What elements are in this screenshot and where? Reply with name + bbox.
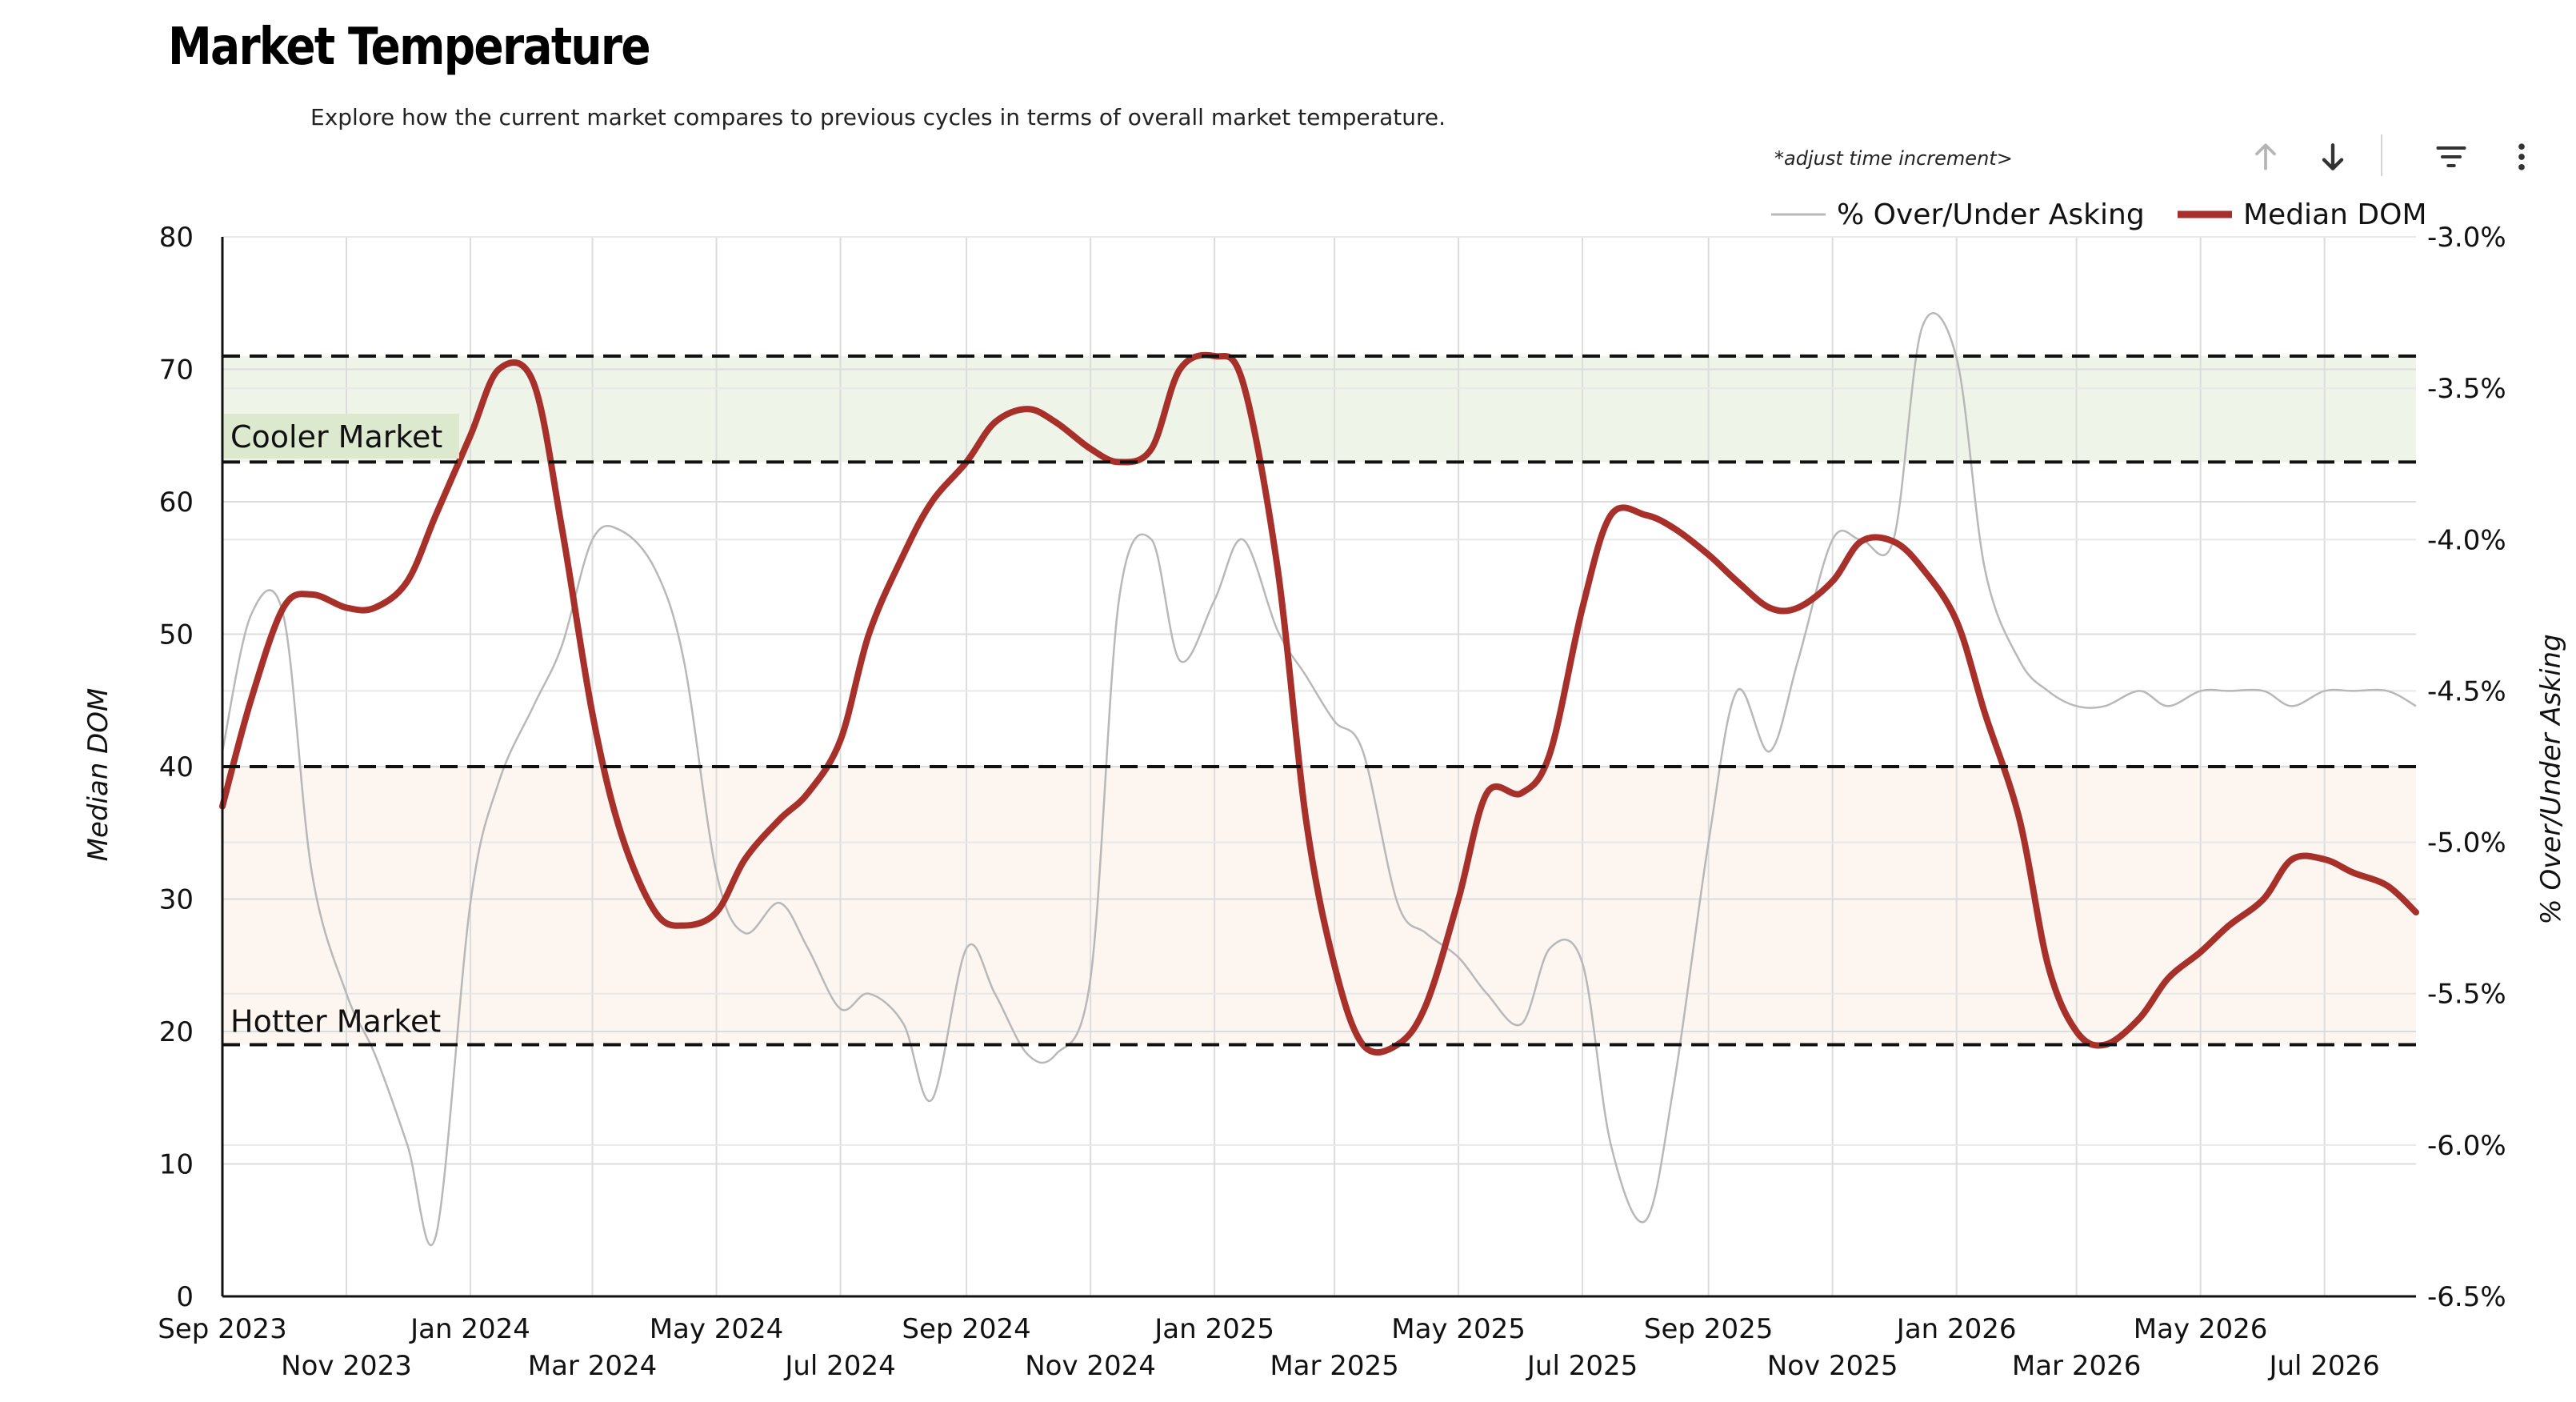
y2-tick-label: -3.0% xyxy=(2427,222,2506,254)
series-over-under-asking-line xyxy=(221,312,2417,1246)
x-tick-label: Mar 2025 xyxy=(1270,1350,1398,1382)
y-tick-label: 50 xyxy=(159,619,194,651)
more-vert-icon[interactable] xyxy=(2499,134,2544,179)
y2-axis-title: % Over/Under Asking xyxy=(2535,634,2567,924)
legend-over-under-label: % Over/Under Asking xyxy=(1837,198,2145,231)
arrow-up-icon[interactable] xyxy=(2243,134,2288,179)
y-tick-label: 0 xyxy=(176,1281,194,1313)
y-tick-label: 70 xyxy=(159,355,194,387)
x-tick-label: Nov 2024 xyxy=(1025,1350,1156,1382)
x-tick-label: Jul 2025 xyxy=(1526,1350,1638,1382)
x-tick-label: Sep 2023 xyxy=(158,1313,286,1345)
band-cooler xyxy=(222,355,2416,463)
x-tick-label: Jan 2024 xyxy=(409,1313,530,1345)
y-tick-label: 40 xyxy=(159,751,194,783)
y2-tick-label: -4.5% xyxy=(2427,675,2506,707)
y-tick-label: 20 xyxy=(159,1016,194,1048)
y2-tick-label: -5.5% xyxy=(2427,979,2506,1011)
page-subtitle: Explore how the current market compares … xyxy=(310,104,1446,130)
cooler-market-label: Cooler Market xyxy=(230,419,442,455)
x-tick-label: Jan 2026 xyxy=(1895,1313,2017,1345)
x-tick-label: Jan 2025 xyxy=(1153,1313,1274,1345)
x-tick-label: Sep 2025 xyxy=(1644,1313,1773,1345)
x-tick-label: Nov 2023 xyxy=(281,1350,412,1382)
toolbar-divider xyxy=(2381,134,2382,176)
page-title: Market Temperature xyxy=(168,18,651,77)
arrow-down-icon[interactable] xyxy=(2310,134,2355,179)
y2-tick-label: -6.5% xyxy=(2427,1281,2506,1313)
y-tick-label: 60 xyxy=(159,487,194,519)
y-tick-label: 30 xyxy=(159,884,194,916)
y2-tick-label: -4.0% xyxy=(2427,524,2506,556)
y2-tick-label: -3.5% xyxy=(2427,373,2506,405)
x-tick-label: Jul 2024 xyxy=(783,1350,895,1382)
cooler-label-background xyxy=(224,413,459,459)
y-tick-label: 80 xyxy=(159,222,194,254)
y2-tick-label: -6.0% xyxy=(2427,1130,2506,1162)
y-axis-title: Median DOM xyxy=(82,688,114,862)
x-tick-label: Sep 2024 xyxy=(902,1313,1030,1345)
x-tick-label: Jul 2026 xyxy=(2267,1350,2379,1382)
x-tick-label: Mar 2024 xyxy=(528,1350,657,1382)
x-tick-label: May 2024 xyxy=(650,1313,784,1345)
x-tick-label: Mar 2026 xyxy=(2012,1350,2141,1382)
y2-tick-label: -5.0% xyxy=(2427,827,2506,859)
adjust-time-increment-link[interactable]: *adjust time increment> xyxy=(1774,147,2013,170)
x-tick-label: May 2026 xyxy=(2134,1313,2268,1345)
y-tick-label: 10 xyxy=(159,1149,194,1181)
x-tick-label: May 2025 xyxy=(1391,1313,1526,1345)
filter-icon[interactable] xyxy=(2429,134,2474,179)
hotter-market-label: Hotter Market xyxy=(230,1004,441,1039)
x-tick-label: Nov 2025 xyxy=(1767,1350,1898,1382)
legend-median-dom-label: Median DOM xyxy=(2243,198,2427,231)
series-median-dom-line xyxy=(219,351,2419,1056)
